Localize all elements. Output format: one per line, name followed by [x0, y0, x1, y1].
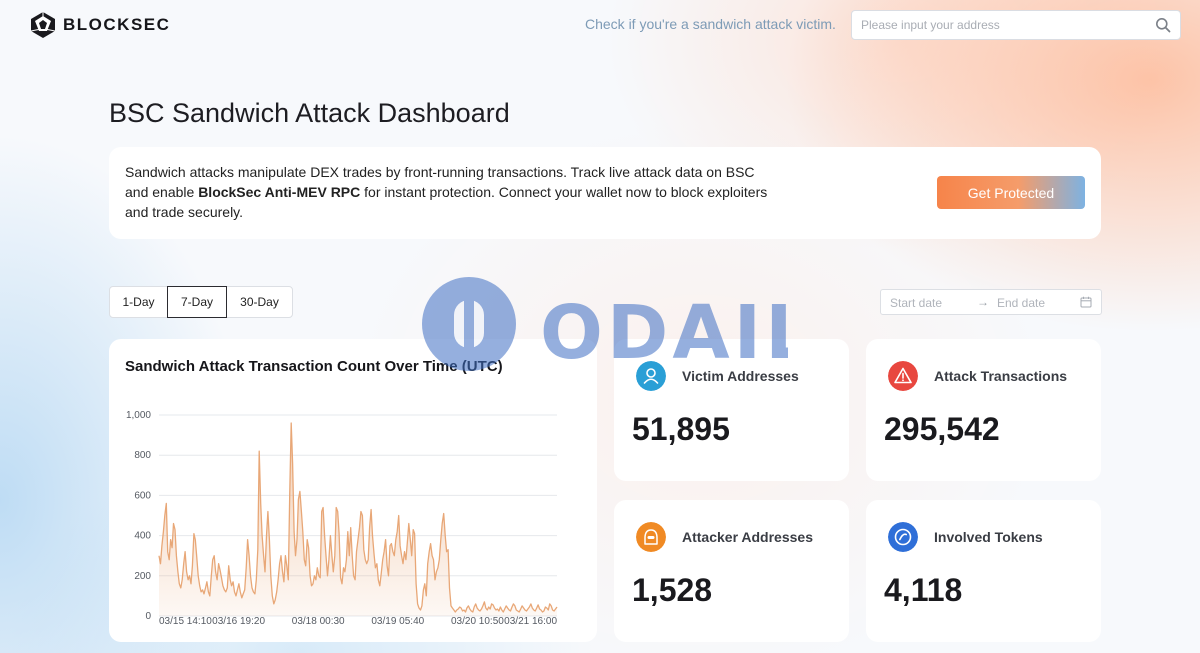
arrow-right-icon: → [977, 295, 989, 309]
victim-addresses-card: Victim Addresses 51,895 [614, 339, 849, 481]
time-range-tabs: 1-Day 7-Day 30-Day [109, 286, 293, 318]
intro-text-after: for instant protection. Connect your wal… [125, 184, 768, 220]
x-tick-label: 03/16 19:20 [212, 616, 265, 627]
tab-1-day[interactable]: 1-Day [109, 286, 168, 318]
page-title: BSC Sandwich Attack Dashboard [109, 98, 510, 128]
address-search-input[interactable] [852, 11, 1142, 39]
warning-icon [888, 361, 918, 391]
y-tick-label: 0 [145, 611, 151, 622]
date-range-picker[interactable]: Start date → End date [880, 289, 1102, 315]
attacker-addresses-value: 1,528 [632, 572, 713, 608]
series-area [159, 423, 557, 616]
x-tick-label: 03/15 14:10 [159, 616, 212, 627]
start-date-field[interactable]: Start date [890, 296, 943, 310]
y-tick-label: 600 [134, 490, 151, 501]
series-line [158, 422, 558, 613]
attack-transactions-value: 295,542 [884, 411, 1000, 447]
search-icon[interactable] [1155, 17, 1171, 33]
token-icon [888, 522, 918, 552]
get-protected-button[interactable]: Get Protected [937, 176, 1085, 209]
y-tick-label: 800 [134, 450, 151, 461]
involved-tokens-label: Involved Tokens [934, 529, 1043, 545]
x-tick-label: 03/20 10:50 [451, 616, 504, 627]
chart-title: Sandwich Attack Transaction Count Over T… [125, 358, 503, 375]
end-date-field[interactable]: End date [997, 296, 1046, 310]
y-tick-label: 200 [134, 571, 151, 582]
y-tick-label: 400 [134, 531, 151, 542]
user-icon [636, 361, 666, 391]
victim-addresses-value: 51,895 [632, 411, 730, 447]
header: BLOCKSEC Check if you're a sandwich atta… [0, 0, 1200, 50]
intro-card: Sandwich attacks manipulate DEX trades b… [109, 147, 1101, 239]
blocksec-logo-icon [30, 12, 56, 38]
transaction-count-chart-card: Sandwich Attack Transaction Count Over T… [109, 339, 597, 642]
x-tick-label: 03/18 00:30 [292, 616, 345, 627]
intro-text-before: Sandwich attacks manipulate DEX trades b… [125, 164, 755, 200]
hacker-icon [636, 522, 666, 552]
calendar-icon[interactable] [1080, 296, 1092, 308]
attacker-addresses-card: Attacker Addresses 1,528 [614, 500, 849, 642]
address-search-box [851, 10, 1181, 40]
attacker-addresses-label: Attacker Addresses [682, 529, 813, 545]
y-tick-label: 1,000 [126, 410, 151, 421]
intro-text: Sandwich attacks manipulate DEX trades b… [125, 162, 775, 222]
x-tick-label: 03/21 16:00 [504, 616, 557, 627]
attack-transactions-label: Attack Transactions [934, 368, 1068, 384]
tab-30-day[interactable]: 30-Day [226, 286, 293, 318]
anti-mev-rpc-highlight: BlockSec Anti-MEV RPC [198, 184, 361, 200]
brand-name: BLOCKSEC [63, 15, 171, 34]
involved-tokens-value: 4,118 [884, 572, 963, 608]
x-tick-label: 03/19 05:40 [371, 616, 424, 627]
transaction-count-chart: 0 200 400 600 800 1,000 03/15 14:10 03/16 19:20… [126, 410, 558, 627]
attack-transactions-card: Attack Transactions 295,542 [866, 339, 1101, 481]
involved-tokens-card: Involved Tokens 4,118 [866, 500, 1101, 642]
victim-addresses-label: Victim Addresses [682, 368, 799, 384]
victim-check-text: Check if you're a sandwich attack victim… [585, 16, 836, 32]
logo[interactable]: BLOCKSEC [29, 11, 170, 39]
tab-7-day[interactable]: 7-Day [167, 286, 227, 318]
